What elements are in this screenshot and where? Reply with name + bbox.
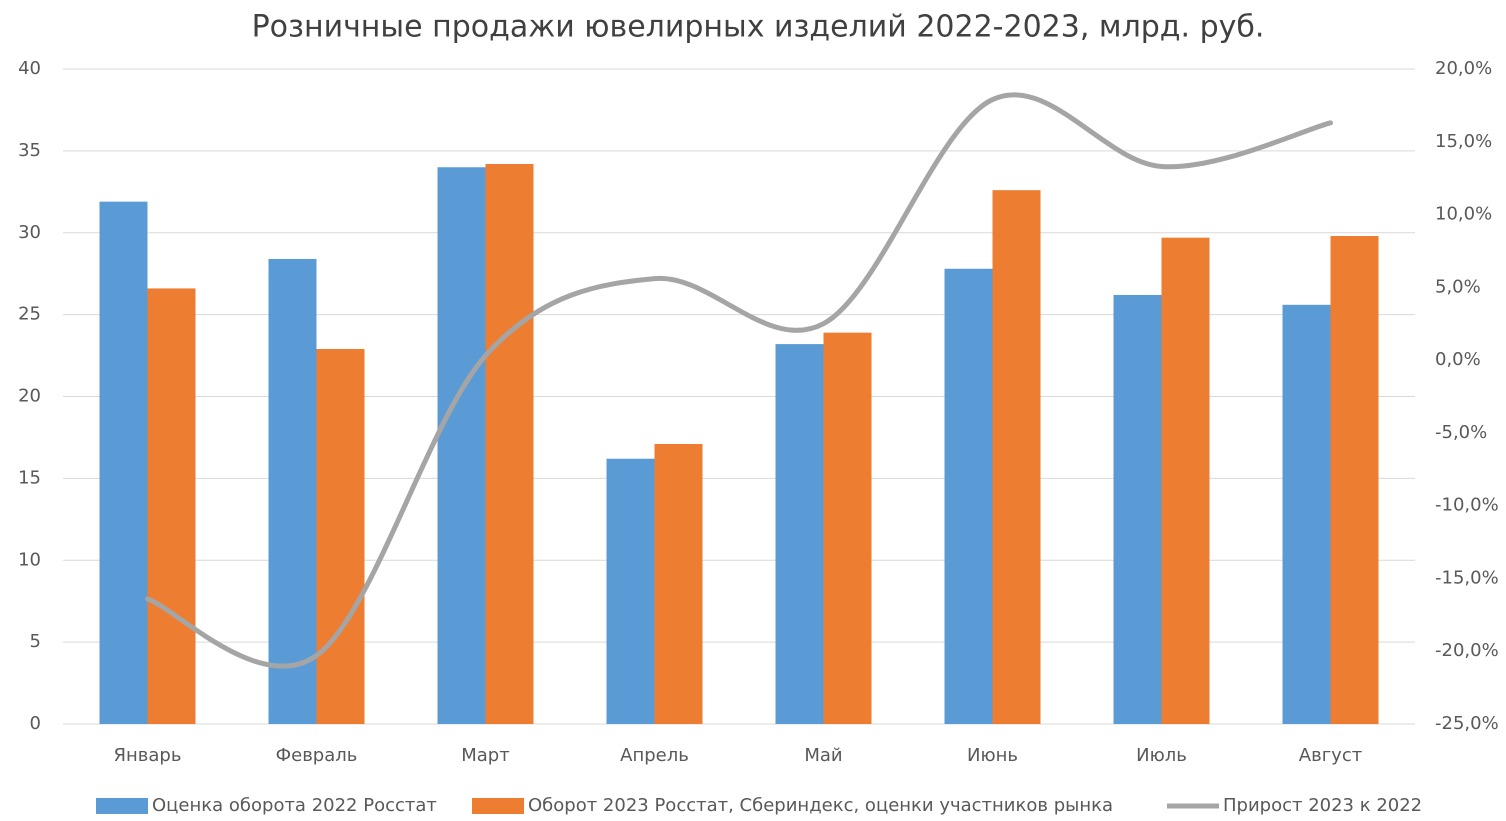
y-tick-label: 0: [30, 713, 41, 734]
chart-title: Розничные продажи ювелирных изделий 2022…: [252, 10, 1265, 45]
y2-tick-label: -5,0%: [1435, 422, 1487, 443]
bar: [606, 458, 655, 724]
bar: [992, 190, 1041, 725]
y-tick-label: 10: [18, 549, 41, 570]
y-tick-label: 5: [30, 631, 41, 652]
legend-label: Оборот 2023 Росстат, Сбериндекс, оценки …: [528, 795, 1113, 816]
x-tick-label: Февраль: [276, 745, 358, 766]
y-tick-label: 40: [18, 58, 41, 79]
x-tick-label: Май: [804, 745, 842, 766]
x-tick-label: Апрель: [620, 745, 689, 766]
y2-tick-label: -15,0%: [1435, 567, 1499, 588]
bar: [1113, 294, 1162, 724]
y2-tick-label: -25,0%: [1435, 713, 1499, 734]
legend-swatch: [472, 798, 524, 814]
bar: [775, 344, 824, 724]
y-tick-label: 20: [18, 386, 41, 407]
bar: [1282, 304, 1331, 724]
y-tick-label: 25: [18, 304, 41, 325]
x-tick-label: Март: [461, 745, 509, 766]
bar: [316, 349, 365, 724]
legend-swatch: [96, 798, 148, 814]
bar: [944, 268, 993, 724]
y2-tick-label: 10,0%: [1435, 204, 1492, 225]
y2-tick-label: -20,0%: [1435, 640, 1499, 661]
y-tick-label: 15: [18, 467, 41, 488]
y2-tick-label: 15,0%: [1435, 131, 1492, 152]
bar: [1161, 237, 1210, 724]
bar: [485, 163, 534, 725]
x-tick-label: Январь: [114, 745, 182, 766]
line: [145, 92, 1333, 669]
bar: [654, 443, 703, 724]
bar: [1330, 236, 1379, 724]
bar: [99, 201, 148, 724]
y2-tick-label: 20,0%: [1435, 58, 1492, 79]
legend-label: Прирост 2023 к 2022: [1223, 795, 1422, 816]
bar: [437, 167, 486, 724]
y2-tick-label: 5,0%: [1435, 276, 1481, 297]
bar: [823, 332, 872, 724]
legend-label: Оценка оборота 2022 Росстат: [152, 795, 437, 816]
y2-tick-label: -10,0%: [1435, 495, 1499, 516]
x-tick-label: Июль: [1136, 745, 1187, 766]
x-tick-label: Июнь: [967, 745, 1018, 766]
bar: [268, 258, 317, 724]
y-tick-label: 30: [18, 222, 41, 243]
y-tick-label: 35: [18, 140, 41, 161]
bar: [147, 288, 196, 724]
y2-tick-label: 0,0%: [1435, 349, 1481, 370]
x-tick-label: Август: [1299, 745, 1362, 766]
